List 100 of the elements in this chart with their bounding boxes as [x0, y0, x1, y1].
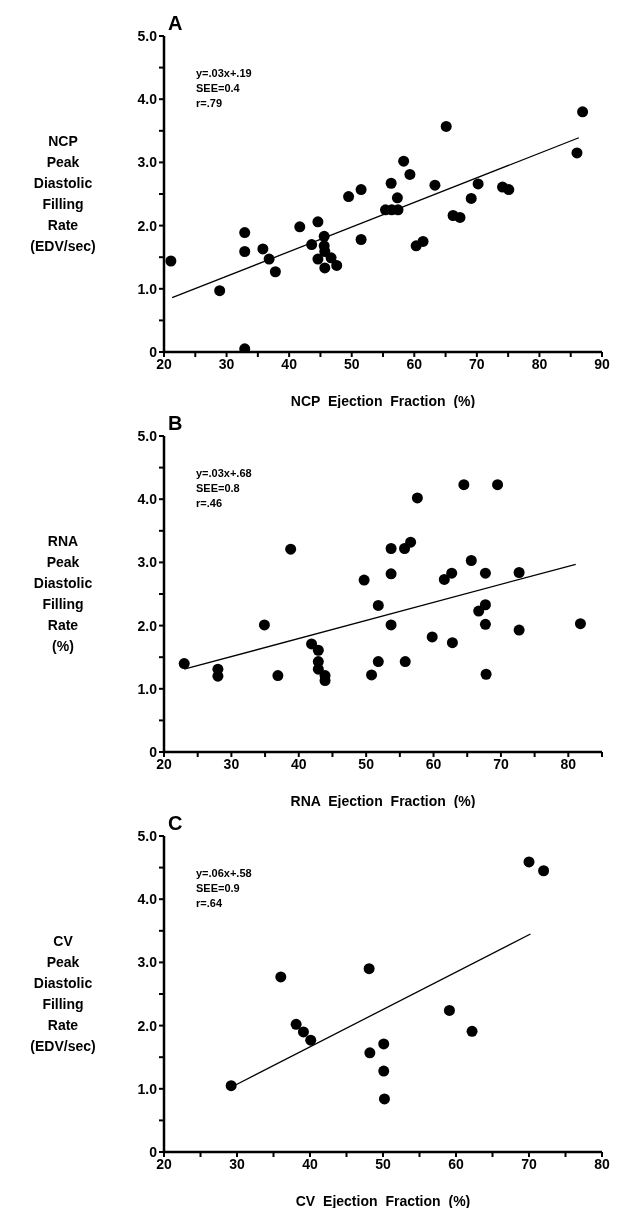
- point: [446, 637, 458, 649]
- x-tick-label: 50: [343, 355, 360, 372]
- point: [305, 1034, 317, 1046]
- chart-title: A: [168, 12, 183, 35]
- chart-title: B: [168, 412, 183, 435]
- point: [473, 605, 485, 617]
- point: [492, 479, 504, 491]
- point: [372, 599, 384, 611]
- y-tick-label: 5.0: [137, 427, 158, 444]
- point: [290, 1018, 302, 1030]
- point: [426, 631, 438, 643]
- point: [378, 1038, 390, 1050]
- point: [318, 230, 330, 242]
- point: [285, 543, 297, 555]
- point: [429, 179, 441, 191]
- point: [372, 656, 384, 668]
- point: [438, 573, 450, 585]
- y-tick-label: 0: [149, 743, 158, 760]
- point: [404, 168, 416, 180]
- x-tick-label: 20: [156, 755, 172, 772]
- point: [472, 178, 484, 190]
- point: [263, 253, 275, 265]
- point: [306, 638, 318, 650]
- y-tick-label: 0: [149, 343, 158, 360]
- point: [275, 971, 287, 983]
- x-axis-title: RNA Ejection Fraction (%): [290, 793, 476, 809]
- y-axis-title: RNA Peak Diastolic Filling Rate (%): [33, 532, 93, 656]
- point: [465, 555, 477, 566]
- x-tick-label: 70: [521, 1155, 537, 1172]
- y-tick-label: 2.0: [137, 617, 158, 634]
- point: [364, 1047, 376, 1059]
- point: [355, 184, 367, 196]
- y-tick-label: 3.0: [137, 154, 158, 171]
- point: [466, 1025, 478, 1037]
- point: [297, 1026, 309, 1038]
- y-tick-label: 5.0: [137, 827, 158, 844]
- point: [458, 479, 470, 491]
- point: [355, 234, 367, 245]
- x-tick-label: 60: [406, 355, 423, 372]
- x-tick-label: 40: [290, 755, 307, 772]
- point: [538, 865, 550, 877]
- point: [440, 120, 452, 132]
- annotation: y=.03x+.19: [196, 66, 252, 81]
- point: [503, 184, 515, 196]
- point: [465, 192, 477, 204]
- y-tick-label: 3.0: [137, 954, 158, 971]
- point: [358, 574, 370, 586]
- point: [239, 227, 251, 239]
- chart-title: C: [168, 812, 183, 835]
- x-tick-label: 20: [156, 355, 172, 372]
- point: [446, 567, 458, 579]
- y-axis-title: NCP Peak Diastolic Filling Rate (EDV/sec): [30, 132, 96, 256]
- point: [385, 543, 397, 554]
- x-tick-label: 90: [594, 355, 610, 372]
- point: [343, 191, 355, 203]
- point: [385, 619, 397, 631]
- y-tick-label: 4.0: [137, 491, 158, 508]
- y-tick-label: 2.0: [137, 217, 158, 234]
- x-axis-title: NCP Ejection Fraction (%): [290, 393, 476, 409]
- annotation: y=.03x+.68: [196, 466, 252, 481]
- x-tick-label: 80: [594, 1155, 610, 1172]
- point: [577, 106, 589, 118]
- annotation: SEE=0.4: [196, 81, 241, 96]
- x-tick-label: 30: [229, 1155, 245, 1172]
- y-tick-label: 1.0: [137, 680, 158, 697]
- x-tick-label: 60: [425, 755, 442, 772]
- point: [378, 1093, 390, 1105]
- x-tick-label: 50: [375, 1155, 391, 1172]
- x-tick-label: 70: [493, 755, 509, 772]
- point: [454, 211, 466, 223]
- annotation: r=.79: [196, 96, 223, 111]
- x-tick-label: 50: [358, 755, 375, 772]
- point: [214, 285, 226, 297]
- x-tick-label: 40: [302, 1155, 318, 1172]
- point: [269, 266, 281, 278]
- point: [378, 1065, 390, 1077]
- point: [399, 543, 411, 554]
- point: [312, 216, 324, 228]
- x-axis-title: CV Ejection Fraction (%): [295, 1193, 471, 1209]
- y-tick-label: 3.0: [137, 554, 158, 571]
- y-axis-title: CV Peak Diastolic Filling Rate (EDV/sec): [30, 932, 96, 1056]
- point: [479, 618, 491, 630]
- annotation: SEE=0.9: [196, 881, 241, 896]
- point: [312, 253, 324, 265]
- point: [523, 856, 535, 868]
- annotation: SEE=0.8: [196, 481, 241, 496]
- point: [479, 599, 491, 611]
- point: [363, 963, 375, 975]
- point: [306, 239, 318, 251]
- point: [411, 492, 423, 504]
- point: [385, 568, 397, 580]
- point: [225, 1080, 237, 1092]
- point: [165, 255, 177, 267]
- point: [366, 669, 378, 681]
- point: [571, 147, 583, 159]
- point: [239, 343, 251, 352]
- x-tick-label: 60: [448, 1155, 464, 1172]
- point: [331, 259, 343, 271]
- point: [239, 246, 251, 258]
- y-tick-label: 5.0: [137, 27, 158, 44]
